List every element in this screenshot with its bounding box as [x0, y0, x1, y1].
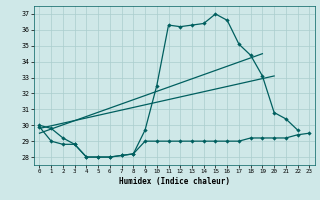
X-axis label: Humidex (Indice chaleur): Humidex (Indice chaleur)	[119, 177, 230, 186]
